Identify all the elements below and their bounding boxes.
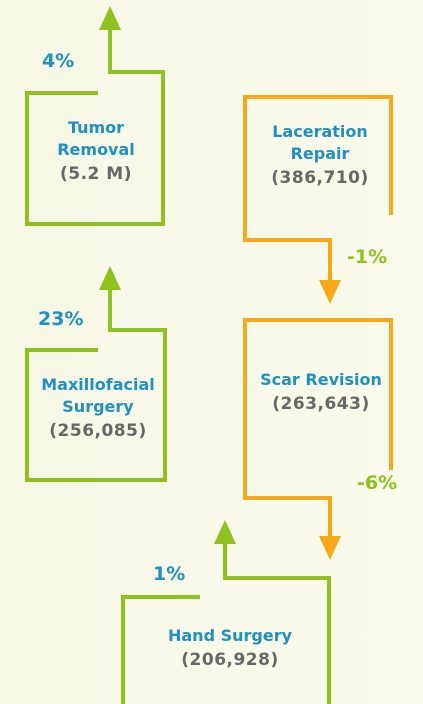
item-change: 23% xyxy=(38,308,84,330)
item-count: (386,710) xyxy=(271,168,369,188)
item-count: (206,928) xyxy=(181,650,279,670)
item-name: Scar Revision xyxy=(260,370,382,389)
item-change: -1% xyxy=(347,246,388,268)
hand-frame xyxy=(121,520,331,704)
scar-box: Scar Revision (263,643) xyxy=(251,369,391,417)
item-count: (5.2 M) xyxy=(60,164,132,184)
laceration-box: Laceration Repair (386,710) xyxy=(255,121,385,191)
item-name: Laceration Repair xyxy=(272,122,368,163)
item-change: 1% xyxy=(153,563,186,585)
scar-frame xyxy=(243,318,393,560)
hand-box: Hand Surgery (206,928) xyxy=(140,625,320,673)
maxillofacial-box: Maxillofacial Surgery (256,085) xyxy=(37,374,159,444)
item-count: (256,085) xyxy=(49,421,147,441)
maxillofacial-frame xyxy=(25,266,167,482)
tumor-box: Tumor Removal (5.2 M) xyxy=(37,117,155,187)
item-name: Maxillofacial Surgery xyxy=(41,375,155,416)
item-change: 4% xyxy=(42,50,75,72)
tumor-frame xyxy=(25,6,165,226)
laceration-frame xyxy=(243,95,393,304)
item-name: Tumor Removal xyxy=(57,118,135,159)
item-count: (263,643) xyxy=(272,394,370,414)
item-name: Hand Surgery xyxy=(167,626,293,645)
item-change: -6% xyxy=(357,472,398,494)
